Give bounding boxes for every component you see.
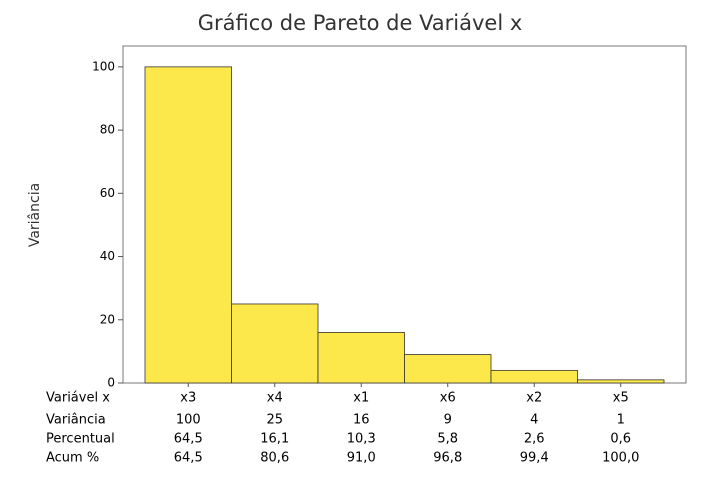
bar xyxy=(404,354,492,384)
table-value: 9 xyxy=(444,413,452,428)
table-cumulative: 91,0 xyxy=(347,451,376,466)
table-percent: 10,3 xyxy=(347,432,376,447)
x-tick-label: x1 xyxy=(353,391,369,406)
x-tick-label: x2 xyxy=(526,391,542,406)
table-cumulative: 64,5 xyxy=(174,451,203,466)
x-tick-label: x5 xyxy=(613,391,629,406)
y-tick-label: 0 xyxy=(107,376,115,390)
x-tick-label: x4 xyxy=(267,391,283,406)
bar xyxy=(144,66,232,384)
y-tick-label: 40 xyxy=(100,249,115,263)
bar xyxy=(490,369,578,384)
table-value: 25 xyxy=(266,413,283,428)
table-value: 16 xyxy=(353,413,370,428)
bar xyxy=(577,379,665,384)
table-cumulative: 80,6 xyxy=(260,451,289,466)
chart-title: Gráfico de Pareto de Variável x xyxy=(198,11,523,35)
y-tick-label: 20 xyxy=(100,312,115,326)
y-tick-label: 80 xyxy=(100,123,115,137)
y-axis-label: Variância xyxy=(27,183,43,247)
table-percent: 64,5 xyxy=(174,432,203,447)
table-row-label: Variância xyxy=(46,413,106,428)
table-cumulative: 100,0 xyxy=(602,451,639,466)
table-cumulative: 99,4 xyxy=(520,451,549,466)
table-row-label: Variável x xyxy=(46,391,110,406)
table-value: 4 xyxy=(530,413,538,428)
table-row-label: Acum % xyxy=(46,451,99,466)
table-value: 100 xyxy=(176,413,201,428)
table-percent: 5,8 xyxy=(437,432,458,447)
table-percent: 0,6 xyxy=(610,432,631,447)
table-percent: 16,1 xyxy=(260,432,289,447)
table-percent: 2,6 xyxy=(524,432,545,447)
table-value: 1 xyxy=(617,413,625,428)
y-tick-label: 60 xyxy=(100,186,115,200)
y-tick-label: 100 xyxy=(92,59,115,73)
table-row-label: Percentual xyxy=(46,432,115,447)
x-tick-label: x6 xyxy=(440,391,456,406)
bar xyxy=(231,303,319,384)
bar xyxy=(317,332,405,384)
x-tick-label: x3 xyxy=(180,391,196,406)
table-cumulative: 96,8 xyxy=(433,451,462,466)
